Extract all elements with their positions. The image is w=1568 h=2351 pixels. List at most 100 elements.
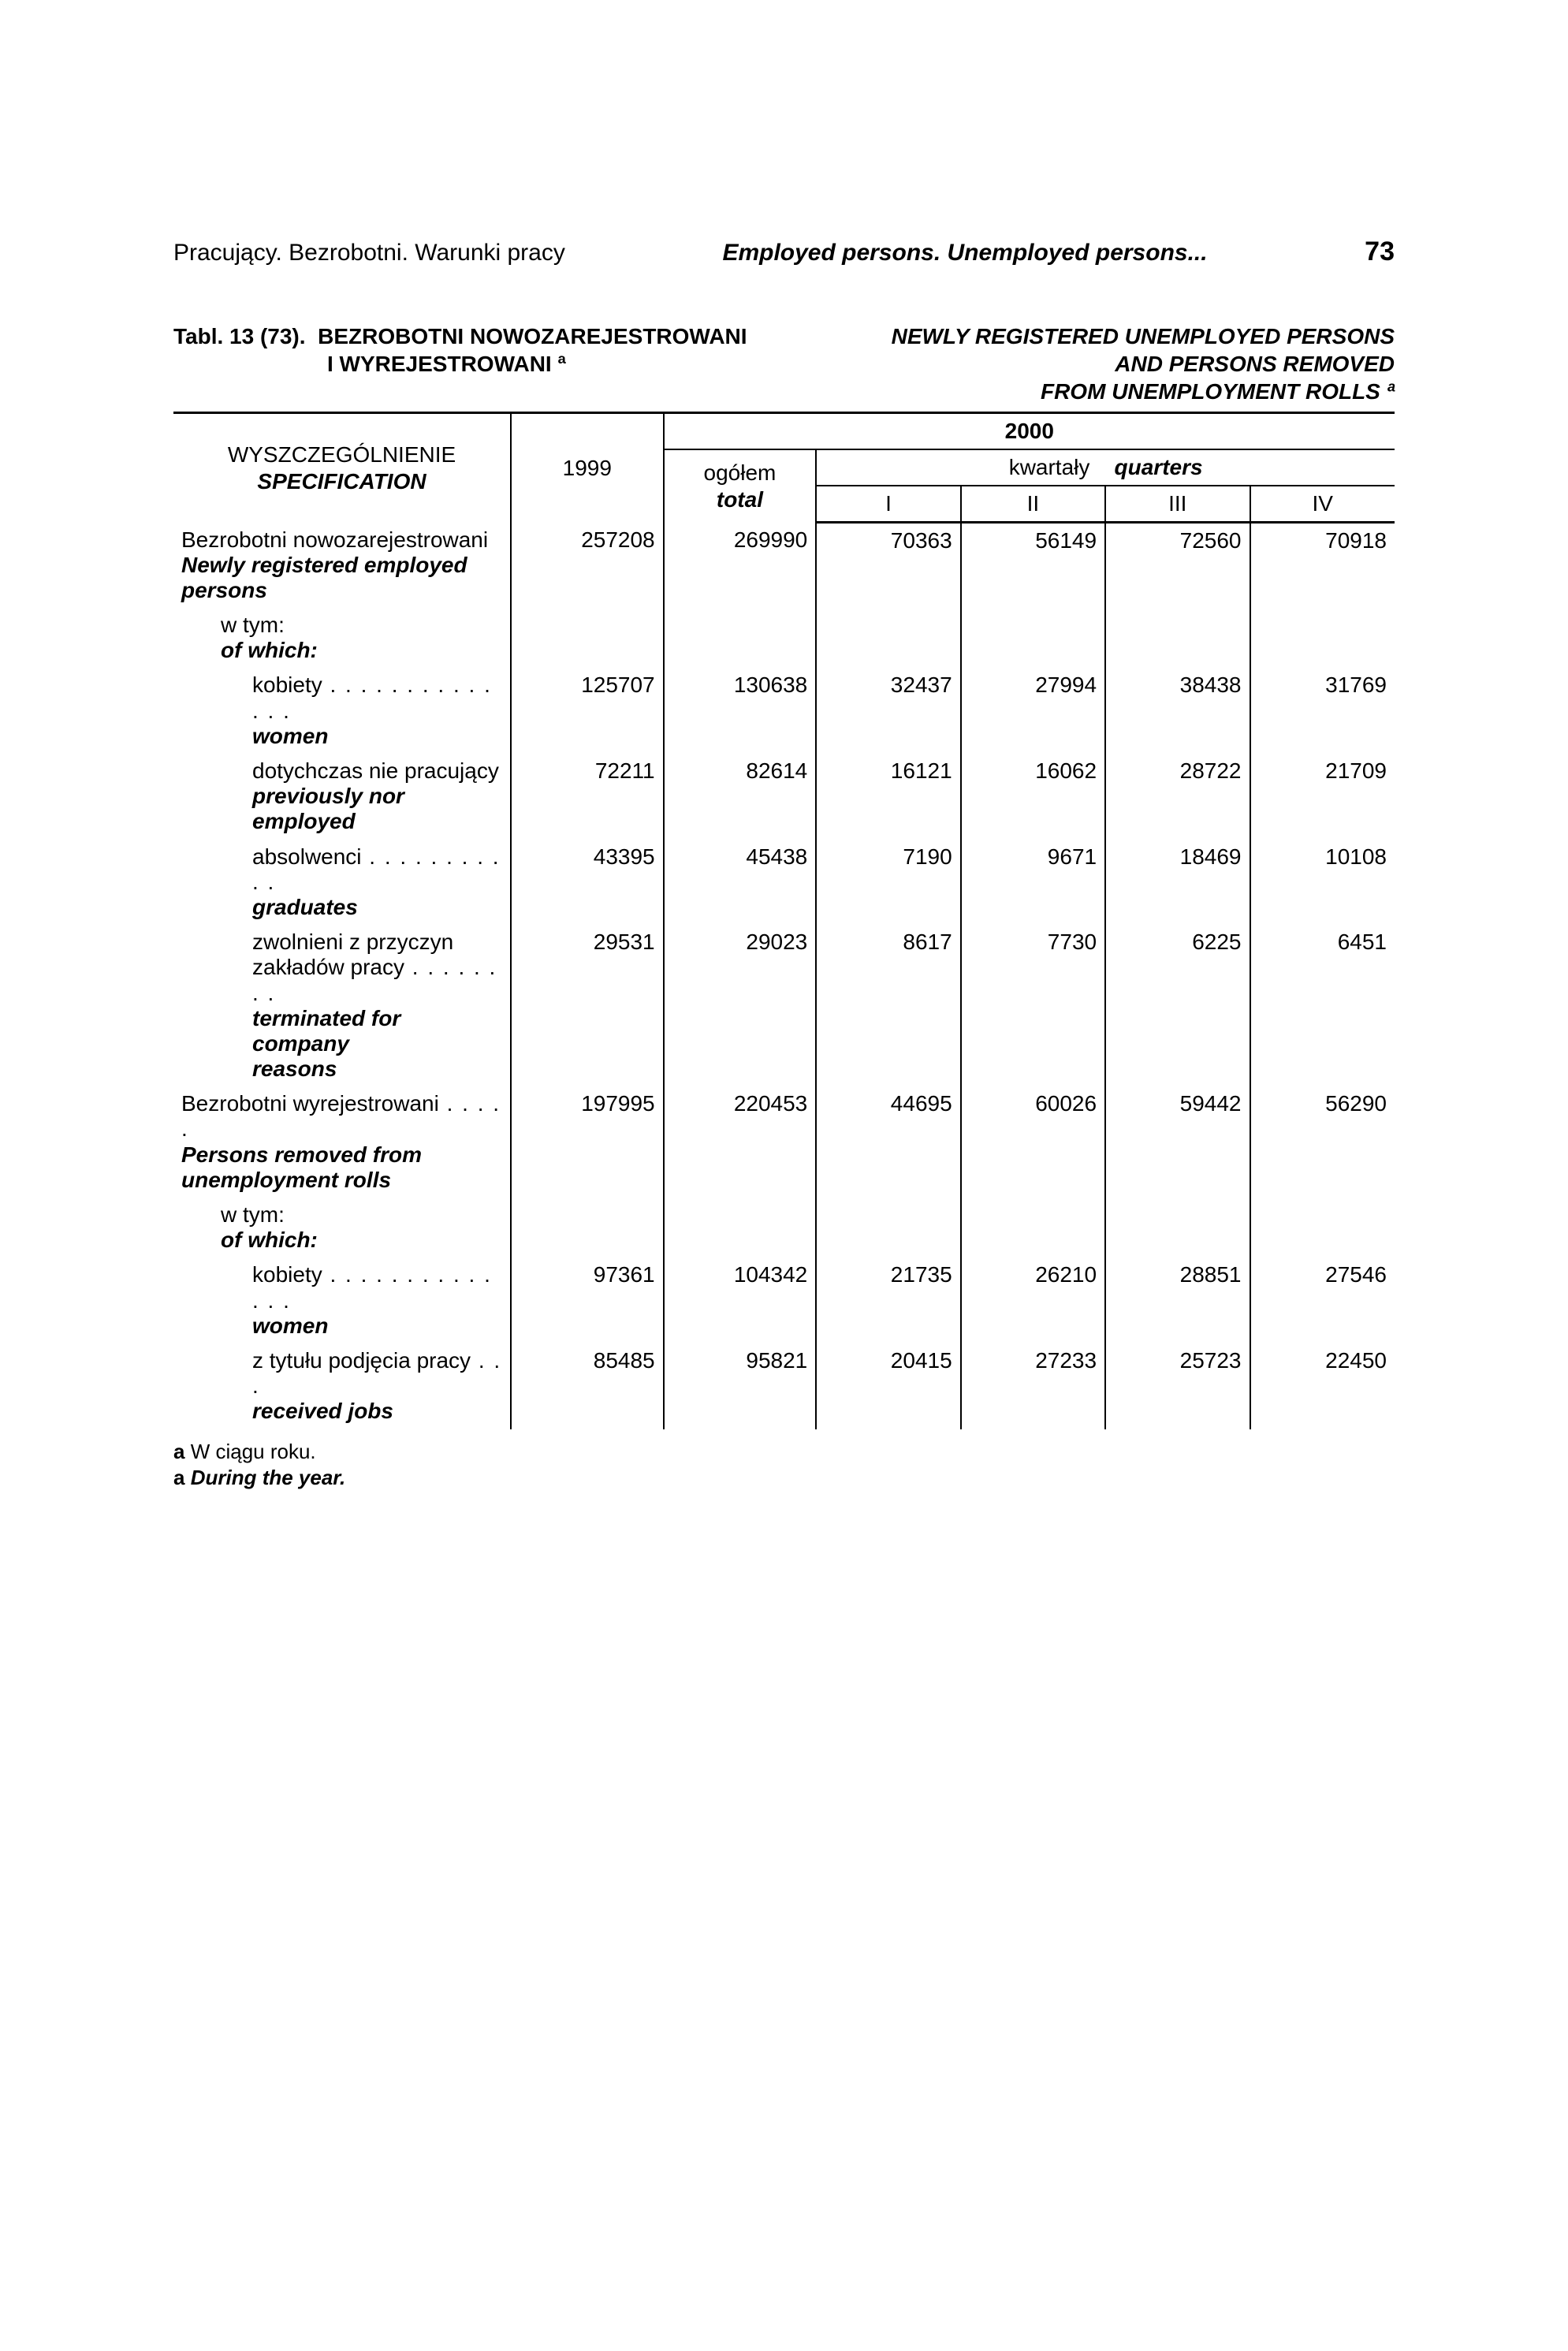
- cell: 43395: [511, 840, 664, 926]
- cell: [511, 1198, 664, 1257]
- table-row: kobietywomen9736110434221735262102885127…: [173, 1257, 1395, 1343]
- table-row: w tym:of which:: [173, 1198, 1395, 1257]
- row-label: w tym:of which:: [173, 1198, 511, 1257]
- col-1999: 1999: [511, 413, 664, 523]
- cell: 27994: [961, 668, 1105, 754]
- table-row: w tym:of which:: [173, 608, 1395, 668]
- cell: 8617: [816, 925, 960, 1086]
- row-label: w tym:of which:: [173, 608, 511, 668]
- cell: 70363: [816, 523, 960, 609]
- cell: 44695: [816, 1086, 960, 1198]
- cell: 97361: [511, 1257, 664, 1343]
- table-row: dotychczas nie pracującypreviously nor e…: [173, 754, 1395, 840]
- page: Pracujący. Bezrobotni. Warunki pracy Emp…: [0, 0, 1568, 2351]
- cell: 197995: [511, 1086, 664, 1198]
- cell: 60026: [961, 1086, 1105, 1198]
- col-2000: 2000: [664, 413, 1395, 450]
- cell: 95821: [664, 1343, 817, 1429]
- cell: 7190: [816, 840, 960, 926]
- cell: 25723: [1105, 1343, 1250, 1429]
- col-q1: I: [816, 486, 960, 523]
- cell: [961, 608, 1105, 668]
- cell: [961, 1198, 1105, 1257]
- cell: 20415: [816, 1343, 960, 1429]
- table-body: Bezrobotni nowozarejestrowaniNewly regis…: [173, 523, 1395, 1429]
- cell: [816, 1198, 960, 1257]
- cell: 18469: [1105, 840, 1250, 926]
- cell: 85485: [511, 1343, 664, 1429]
- cell: 220453: [664, 1086, 817, 1198]
- data-table: WYSZCZEGÓLNIENIE SPECIFICATION 1999 2000…: [173, 412, 1395, 1429]
- row-label: dotychczas nie pracującypreviously nor e…: [173, 754, 511, 840]
- table-row: absolwencigraduates433954543871909671184…: [173, 840, 1395, 926]
- footnote-pl: W ciągu roku.: [191, 1440, 316, 1463]
- cell: 9671: [961, 840, 1105, 926]
- cell: 72560: [1105, 523, 1250, 609]
- table-head: WYSZCZEGÓLNIENIE SPECIFICATION 1999 2000…: [173, 413, 1395, 523]
- cell: [664, 608, 817, 668]
- col-quarters: kwartały quarters: [816, 449, 1395, 486]
- row-label: kobietywomen: [173, 668, 511, 754]
- cell: 56290: [1250, 1086, 1395, 1198]
- cell: 130638: [664, 668, 817, 754]
- table-row: Bezrobotni wyrejestrowaniPersons removed…: [173, 1086, 1395, 1198]
- cell: 29023: [664, 925, 817, 1086]
- table-title: Tabl. 13 (73). BEZROBOTNI NOWOZAREJESTRO…: [173, 322, 1395, 405]
- cell: [664, 1198, 817, 1257]
- col-specification: WYSZCZEGÓLNIENIE SPECIFICATION: [173, 413, 511, 523]
- footnote-mark-en: a: [173, 1466, 184, 1489]
- cell: [1105, 608, 1250, 668]
- cell: 27233: [961, 1343, 1105, 1429]
- col-q2: II: [961, 486, 1105, 523]
- title-right-line3: FROM UNEMPLOYMENT ROLLS ª: [1041, 379, 1395, 404]
- row-label: absolwencigraduates: [173, 840, 511, 926]
- title-right-line1: NEWLY REGISTERED UNEMPLOYED PERSONS: [892, 324, 1395, 348]
- cell: 59442: [1105, 1086, 1250, 1198]
- cell: 21735: [816, 1257, 960, 1343]
- footnote-en: During the year.: [191, 1466, 346, 1489]
- cell: 104342: [664, 1257, 817, 1343]
- table-title-right: NEWLY REGISTERED UNEMPLOYED PERSONS AND …: [892, 322, 1395, 405]
- table-row: z tytułu podjęcia pracyreceived jobs8548…: [173, 1343, 1395, 1429]
- cell: 7730: [961, 925, 1105, 1086]
- cell: 6225: [1105, 925, 1250, 1086]
- cell: 26210: [961, 1257, 1105, 1343]
- running-header: Pracujący. Bezrobotni. Warunki pracy Emp…: [173, 237, 1395, 267]
- row-label: Bezrobotni wyrejestrowaniPersons removed…: [173, 1086, 511, 1198]
- cell: 21709: [1250, 754, 1395, 840]
- cell: 72211: [511, 754, 664, 840]
- table-row: Bezrobotni nowozarejestrowaniNewly regis…: [173, 523, 1395, 609]
- cell: 70918: [1250, 523, 1395, 609]
- col-q3: III: [1105, 486, 1250, 523]
- cell: 10108: [1250, 840, 1395, 926]
- col-q4: IV: [1250, 486, 1395, 523]
- cell: 257208: [511, 523, 664, 609]
- cell: 16062: [961, 754, 1105, 840]
- footnote: a W ciągu roku. a During the year.: [173, 1439, 1395, 1492]
- col-total: ogółem total: [664, 449, 817, 523]
- header-left: Pracujący. Bezrobotni. Warunki pracy: [173, 240, 565, 266]
- cell: 27546: [1250, 1257, 1395, 1343]
- page-number: 73: [1365, 237, 1395, 267]
- header-mid: Employed persons. Unemployed persons...: [722, 240, 1207, 266]
- cell: 82614: [664, 754, 817, 840]
- title-right-line2: AND PERSONS REMOVED: [1115, 352, 1395, 376]
- cell: 32437: [816, 668, 960, 754]
- cell: [1250, 1198, 1395, 1257]
- cell: 269990: [664, 523, 817, 609]
- cell: 125707: [511, 668, 664, 754]
- cell: 45438: [664, 840, 817, 926]
- table-row: kobietywomen1257071306383243727994384383…: [173, 668, 1395, 754]
- row-label: zwolnieni z przyczynzakładów pracytermin…: [173, 925, 511, 1086]
- footnote-mark: a: [173, 1440, 184, 1463]
- row-label: Bezrobotni nowozarejestrowaniNewly regis…: [173, 523, 511, 609]
- table-title-left: Tabl. 13 (73). BEZROBOTNI NOWOZAREJESTRO…: [173, 322, 747, 405]
- cell: 56149: [961, 523, 1105, 609]
- cell: 28722: [1105, 754, 1250, 840]
- cell: 38438: [1105, 668, 1250, 754]
- cell: [1250, 608, 1395, 668]
- cell: 6451: [1250, 925, 1395, 1086]
- row-label: z tytułu podjęcia pracyreceived jobs: [173, 1343, 511, 1429]
- cell: 29531: [511, 925, 664, 1086]
- cell: 16121: [816, 754, 960, 840]
